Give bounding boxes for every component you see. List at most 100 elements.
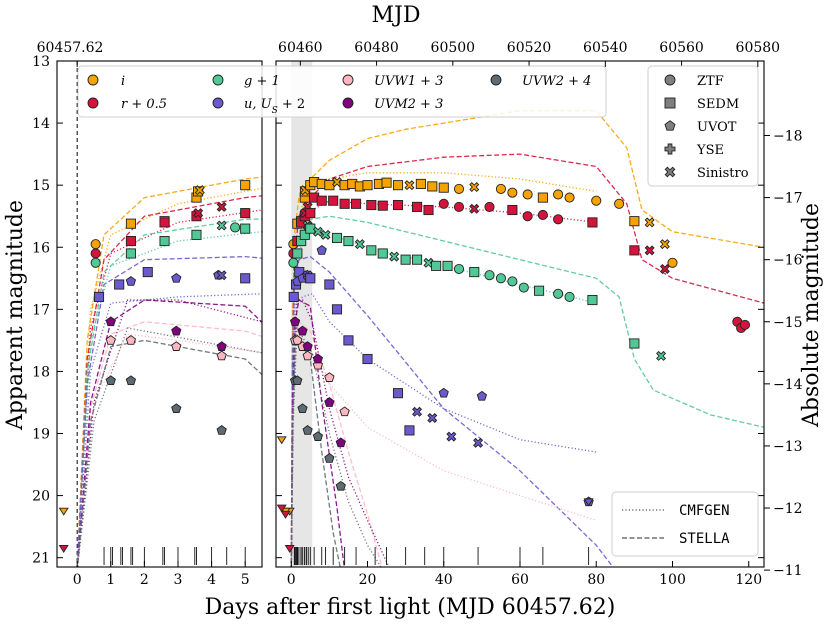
data-point-uvw1 (339, 406, 350, 417)
data-point-u (476, 390, 488, 401)
legend-label-model: STELLA (679, 531, 730, 547)
model-curve-stella-uvm2 (76, 299, 262, 567)
data-point-uvw2 (297, 403, 308, 414)
data-point-uvm2 (216, 341, 227, 351)
data-point-g (312, 226, 323, 237)
data-point-g (629, 338, 640, 349)
y-tick-label: 20 (32, 489, 50, 505)
upper-limit-r (58, 544, 69, 554)
data-point-g (656, 350, 667, 361)
data-point-i (667, 257, 678, 268)
legend-label-uvw1: UVW1 + 3 (374, 74, 443, 89)
data-point-i (453, 183, 465, 194)
data-point-g (90, 257, 101, 268)
x-tick-label: 3 (174, 572, 183, 588)
abs-tick-label: −18 (773, 129, 803, 145)
data-point-i (331, 177, 343, 188)
model-curve-cmfgen-uvm2 (290, 299, 390, 567)
legend-label-instrument: ZTF (697, 74, 724, 89)
data-point-g (564, 291, 575, 302)
data-point-i (194, 185, 205, 196)
data-point-r (629, 245, 640, 256)
data-point-r (423, 204, 434, 216)
data-point-r (507, 204, 518, 216)
data-point-u (93, 291, 105, 302)
x-tick-label: 1 (106, 572, 115, 588)
legend-marker-uvot (664, 120, 676, 131)
data-point-uvm2 (335, 437, 346, 448)
data-point-r (453, 201, 465, 212)
data-point-g (553, 288, 564, 299)
data-point-uvw1 (324, 372, 335, 382)
upper-limit-i (58, 507, 69, 516)
data-point-r (537, 209, 548, 221)
legend-swatch-uvw1 (342, 74, 354, 86)
legend-label-g: g + 1 (244, 74, 280, 89)
data-point-i (90, 239, 101, 250)
data-point-u (125, 276, 137, 286)
upper-limit-r (280, 510, 291, 519)
y-tick-label: 18 (32, 364, 50, 380)
data-point-u (216, 270, 227, 281)
data-point-i (381, 177, 392, 188)
x-tick-label: 4 (207, 572, 216, 588)
top-tick-label: 60560 (659, 40, 704, 56)
data-point-g (354, 239, 365, 250)
top-axis-title: MJD (372, 3, 421, 28)
data-point-u (427, 412, 438, 424)
data-point-r (159, 217, 170, 228)
data-point-uvm2 (105, 316, 116, 327)
data-point-u (438, 387, 449, 398)
data-point-u (331, 304, 343, 315)
data-point-r (316, 195, 327, 206)
data-point-i (614, 198, 625, 209)
top-tick-left-label: 60457.62 (37, 40, 104, 56)
y-tick-label: 21 (32, 551, 50, 567)
data-point-u (142, 267, 153, 278)
data-point-i (495, 183, 506, 194)
y-tick-label: 16 (32, 240, 50, 256)
model-curve-stella-i (76, 176, 262, 567)
model-curve-cmfgen-i (76, 187, 262, 567)
data-point-r (484, 201, 495, 212)
x-tick-label: 20 (359, 572, 377, 588)
data-point-u (316, 244, 327, 255)
y-tick-label: 13 (32, 54, 50, 70)
y-tick-label: 15 (32, 178, 50, 194)
data-point-g (377, 248, 388, 259)
data-point-g (518, 282, 529, 293)
x-tick-label: 120 (735, 572, 762, 588)
data-point-u (404, 425, 415, 436)
data-point-r (644, 245, 655, 256)
model-curve-cmfgen-uvw2 (290, 325, 382, 567)
model-curve-cmfgen-uvw1 (290, 332, 597, 567)
right-data-points (276, 177, 750, 565)
upper-limit-r (284, 544, 295, 554)
data-point-i (362, 180, 373, 191)
data-point-r (587, 217, 598, 228)
data-point-r (339, 198, 350, 209)
model-curve-stella-uvw2 (76, 339, 262, 567)
shaded-band-layer (76, 61, 313, 567)
y-tick-label: 19 (32, 427, 50, 443)
top-tick-label: 60540 (583, 40, 628, 56)
data-point-uvw2 (105, 375, 116, 386)
abs-tick-label: −16 (773, 253, 803, 269)
data-point-uvw1 (171, 341, 182, 351)
model-curve-stella-uvw1 (290, 320, 383, 567)
legend-swatch-r (87, 97, 99, 109)
data-point-g (495, 273, 506, 284)
data-point-r (125, 235, 136, 247)
model-legend-box (611, 491, 759, 557)
legend-marker-ztf (664, 74, 676, 86)
data-point-i (564, 192, 575, 203)
x-tick-label: 60 (511, 572, 529, 588)
x-tick-label: 0 (73, 572, 82, 588)
legend-label-instrument: UVOT (697, 120, 737, 135)
data-point-g (587, 294, 598, 306)
data-point-r (351, 198, 362, 209)
data-point-g (400, 254, 411, 265)
data-point-g (423, 257, 434, 268)
data-point-i (537, 192, 548, 203)
